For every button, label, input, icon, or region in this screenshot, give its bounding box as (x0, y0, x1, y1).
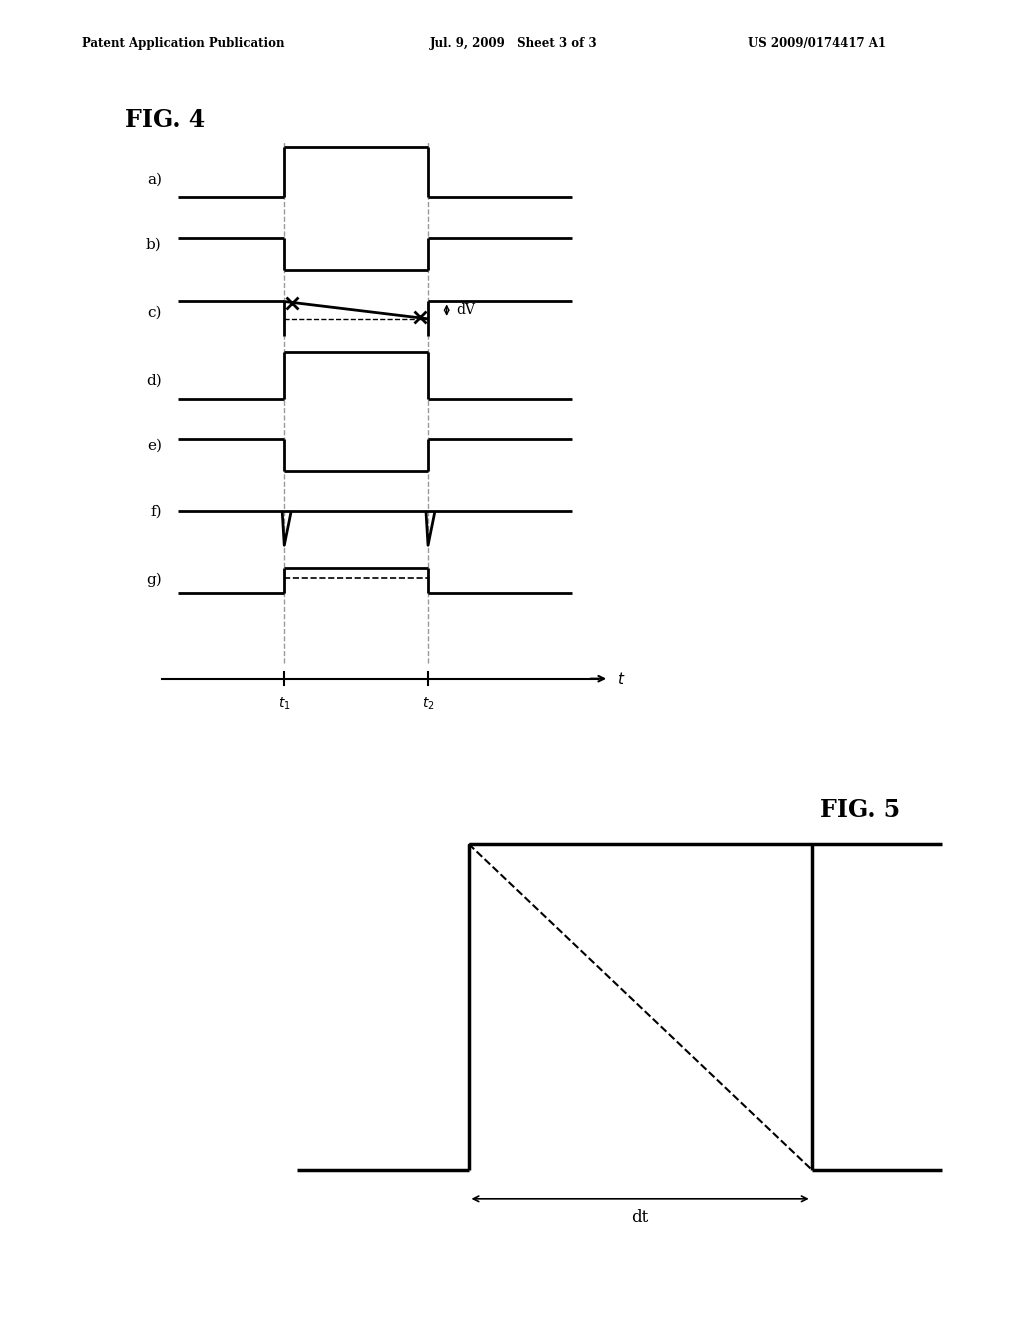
Text: f): f) (151, 504, 162, 519)
Text: dV: dV (457, 304, 475, 317)
Text: US 2009/0174417 A1: US 2009/0174417 A1 (748, 37, 886, 50)
Text: FIG. 5: FIG. 5 (819, 799, 900, 822)
Text: FIG. 4: FIG. 4 (125, 108, 205, 132)
Text: a): a) (146, 172, 162, 186)
Text: $t_2$: $t_2$ (422, 696, 434, 713)
Text: b): b) (146, 238, 162, 251)
Text: Patent Application Publication: Patent Application Publication (82, 37, 285, 50)
Text: $t_1$: $t_1$ (278, 696, 291, 713)
Text: c): c) (147, 306, 162, 319)
Text: d): d) (146, 374, 162, 388)
Text: Jul. 9, 2009   Sheet 3 of 3: Jul. 9, 2009 Sheet 3 of 3 (430, 37, 598, 50)
Text: g): g) (146, 572, 162, 586)
Text: e): e) (146, 440, 162, 453)
Text: dt: dt (632, 1209, 649, 1225)
Text: $t$: $t$ (617, 671, 626, 686)
